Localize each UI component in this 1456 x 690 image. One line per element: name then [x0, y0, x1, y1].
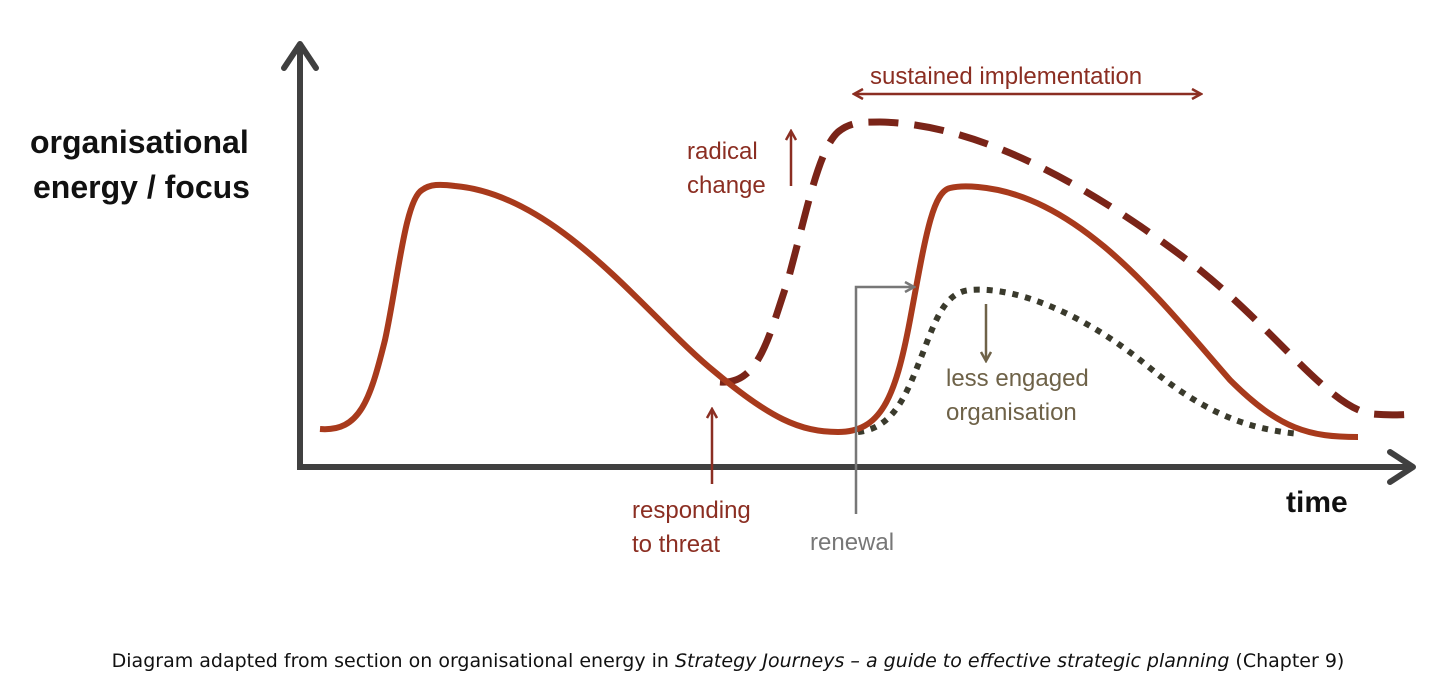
caption-after: (Chapter 9): [1229, 650, 1345, 672]
responding-label-line1: responding: [632, 497, 751, 524]
y-axis-label-line2: energy / focus: [33, 169, 250, 205]
renewal-label: renewal: [810, 529, 894, 556]
y-axis-label-line1: organisational: [30, 124, 249, 160]
x-axis-arrowhead: [1387, 449, 1416, 485]
renewal-arrow: [854, 287, 913, 514]
radical-change-curve: [719, 118, 1417, 419]
radical-change-label-line2: change: [687, 172, 766, 199]
sustained-implementation-label: sustained implementation: [870, 63, 1142, 90]
less-engaged-label-line1: less engaged: [946, 365, 1089, 392]
caption-before: Diagram adapted from section on organisa…: [111, 650, 675, 672]
responding-label-line2: to threat: [632, 531, 720, 558]
radical-change-label-line1: radical: [687, 138, 758, 165]
y-axis-arrowhead: [281, 41, 319, 71]
energy-diagram: organisational energy / focus time susta…: [30, 41, 1417, 558]
less-engaged-label-line2: organisation: [946, 399, 1077, 426]
x-axis-label: time: [1286, 486, 1348, 519]
main-energy-curve: [319, 181, 1359, 440]
caption-book-title: Strategy Journeys – a guide to effective…: [674, 650, 1230, 672]
less-engaged-curve: [857, 286, 1301, 437]
axes: [281, 41, 1416, 485]
figure-caption: Diagram adapted from section on organisa…: [0, 650, 1456, 672]
annotation-arrows: [712, 94, 1200, 514]
